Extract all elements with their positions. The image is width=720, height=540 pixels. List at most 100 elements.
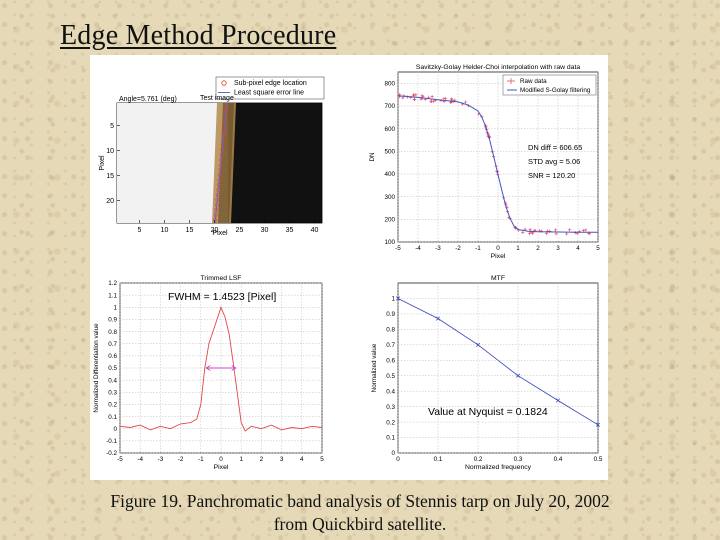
x-tick-label: 15 bbox=[186, 227, 194, 234]
mtf-point bbox=[595, 422, 601, 427]
raw-data-marker bbox=[581, 228, 585, 233]
x-tick-label: 3 bbox=[280, 456, 284, 463]
x-tick-label: -2 bbox=[178, 456, 184, 463]
raw-data-marker bbox=[568, 228, 572, 232]
raw-data-marker bbox=[411, 93, 416, 97]
y-tick-label: 800 bbox=[384, 81, 395, 88]
y-tick-label: 0.5 bbox=[386, 373, 395, 380]
mtf-point bbox=[475, 342, 481, 347]
raw-data-marker bbox=[442, 97, 446, 101]
y-tick-label: 0.8 bbox=[386, 327, 395, 334]
raw-data-marker bbox=[521, 230, 525, 235]
x-tick-label: -3 bbox=[435, 245, 441, 252]
x-tick-label: -5 bbox=[395, 245, 401, 252]
test-image-xlabel: Pixel bbox=[212, 230, 228, 237]
mtf-point bbox=[555, 398, 561, 403]
x-tick-label: -4 bbox=[415, 245, 421, 252]
y-tick-label: 0.3 bbox=[386, 404, 395, 411]
test-image-title: Test image bbox=[200, 95, 234, 102]
legend-raw-marker bbox=[507, 78, 515, 84]
x-axis-label: Normalized frequency bbox=[465, 464, 532, 471]
test-image-ylabel: Pixel bbox=[99, 155, 106, 171]
x-tick-label: 0 bbox=[396, 456, 400, 463]
y-tick-label: 20 bbox=[106, 198, 114, 205]
legend-edge-marker bbox=[221, 80, 227, 86]
y-tick-label: 0.6 bbox=[108, 353, 117, 360]
test-image-plot: Sub-pixel edge location Least square err… bbox=[99, 76, 325, 237]
mtf-point bbox=[435, 316, 441, 321]
test-image-x-ticks: 5 10 15 20 25 30 35 40 bbox=[138, 220, 318, 234]
raw-data-marker bbox=[584, 228, 588, 232]
y-axis-label: Normalized value bbox=[371, 343, 378, 392]
x-tick-label: 1 bbox=[239, 456, 243, 463]
raw-data-marker bbox=[401, 96, 405, 100]
x-tick-label: 30 bbox=[261, 227, 269, 234]
nyquist-annotation: Value at Nyquist = 0.1824 bbox=[428, 406, 548, 418]
y-tick-label: 0.1 bbox=[386, 435, 395, 442]
x-tick-label: 0.1 bbox=[434, 456, 443, 463]
raw-data-marker bbox=[429, 99, 433, 103]
mtf-line bbox=[397, 298, 599, 426]
y-tick-label: 200 bbox=[384, 217, 395, 224]
stat-annotation: SNR = 120.20 bbox=[528, 171, 575, 180]
test-image-edge-gradient-inner bbox=[218, 103, 234, 223]
x-tick-label: 10 bbox=[161, 227, 169, 234]
x-tick-label: -1 bbox=[198, 456, 204, 463]
mtf-plot: 0 0.1 0.2 0.3 0.4 0.5 0 0.1 0.2 0.3 0.4 0.5 0.6 0.7 0.… bbox=[371, 275, 603, 471]
legend-box bbox=[502, 74, 597, 96]
y-tick-label: 500 bbox=[384, 149, 395, 156]
edge-fit-line bbox=[214, 102, 228, 224]
mtf-point bbox=[395, 296, 401, 301]
y-tick-label: 0.9 bbox=[386, 311, 395, 318]
slide-title: Edge Method Procedure bbox=[60, 20, 337, 51]
x-tick-label: 0.4 bbox=[554, 456, 563, 463]
raw-data-marker bbox=[412, 97, 417, 101]
x-tick-label: 0 bbox=[496, 245, 500, 252]
x-tick-label: 5 bbox=[138, 227, 142, 234]
raw-data-marker bbox=[449, 97, 453, 101]
x-tick-label: -3 bbox=[158, 456, 164, 463]
raw-data-marker bbox=[420, 94, 424, 98]
y-tick-label: 0.7 bbox=[108, 341, 117, 348]
x-tick-label: 0 bbox=[219, 456, 223, 463]
y-tick-label: 0.2 bbox=[386, 419, 395, 426]
y-tick-label: 1.2 bbox=[108, 280, 117, 287]
x-tick-label: 0.5 bbox=[594, 456, 603, 463]
x-tick-label: 2 bbox=[536, 245, 540, 252]
raw-data-marker bbox=[545, 232, 549, 236]
y-tick-label: 700 bbox=[384, 103, 395, 110]
legend-fit-label: Modified S-Golay filtering bbox=[520, 87, 591, 94]
y-tick-label: 0.6 bbox=[386, 357, 395, 364]
chart-title: Savitzky-Golay Helder-Choi interpolation… bbox=[416, 64, 581, 71]
x-tick-label: 35 bbox=[286, 227, 294, 234]
legend-fit-label: Least square error line bbox=[234, 90, 304, 97]
test-image-legend-box bbox=[215, 76, 325, 100]
fwhm-arrow-head bbox=[231, 365, 237, 371]
figure-svg: Sub-pixel edge location Least square err… bbox=[93, 64, 603, 471]
fwhm-annotation: FWHM = 1.4523 [Pixel] bbox=[168, 291, 276, 303]
x-axis-label: Pixel bbox=[214, 464, 229, 471]
raw-data-marker bbox=[523, 227, 527, 231]
fwhm-arrow-head bbox=[205, 365, 211, 371]
mtf-point bbox=[515, 373, 521, 378]
y-tick-label: 0.7 bbox=[386, 342, 395, 349]
y-tick-label: 5 bbox=[110, 123, 114, 130]
x-tick-label: -1 bbox=[475, 245, 481, 252]
x-tick-label: 4 bbox=[300, 456, 304, 463]
lsf-line bbox=[119, 306, 323, 432]
y-tick-label: 0.4 bbox=[386, 388, 395, 395]
y-tick-label: 10 bbox=[106, 148, 114, 155]
x-tick-label: 0.3 bbox=[514, 456, 523, 463]
chart-title: MTF bbox=[491, 275, 505, 282]
edge-response-plot: -5 -4 -3 -2 -1 0 1 2 3 4 5 100 200 300 400 500 600 700 800… bbox=[369, 64, 600, 260]
y-tick-label: 1 bbox=[391, 296, 395, 303]
x-tick-label: 4 bbox=[576, 245, 580, 252]
x-tick-label: -4 bbox=[137, 456, 143, 463]
y-tick-label: 0.5 bbox=[108, 365, 117, 372]
x-axis-label: Pixel bbox=[491, 253, 506, 260]
y-tick-label: 0.4 bbox=[108, 377, 117, 384]
raw-data-marker bbox=[565, 232, 569, 236]
angle-annotation: Angle=5.761 (deg) bbox=[119, 96, 177, 103]
y-tick-label: 600 bbox=[384, 126, 395, 133]
caption-line-2: from Quickbird satellite. bbox=[273, 514, 447, 534]
